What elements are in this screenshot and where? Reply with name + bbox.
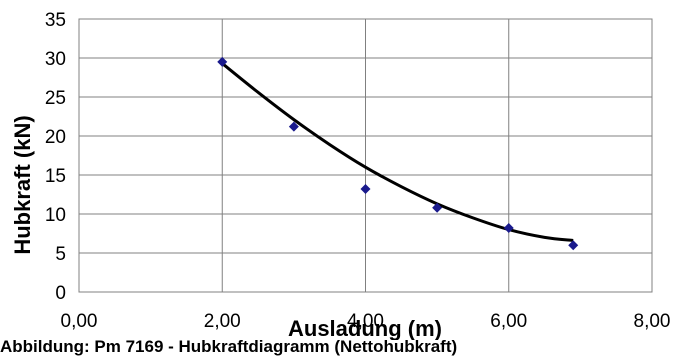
chart-svg: 0 5 10 15 20 25 30 35 0,00 2,00 4,00 6,00 8,00 Ausl… [10, 10, 671, 340]
data-point [288, 121, 299, 132]
y-tick-label: 0 [55, 283, 66, 304]
data-point [217, 56, 228, 67]
figure-caption: Abbildung: Pm 7169 - Hubkraftdiagramm (N… [0, 337, 458, 356]
x-tick-label: 2,00 [204, 311, 241, 332]
x-tick-label: 4,00 [347, 311, 384, 332]
trendline [221, 62, 574, 243]
y-axis-title: Hubkraft (kN) [10, 115, 35, 254]
y-axis-ticks: 0 5 10 15 20 25 30 35 [45, 10, 66, 304]
plot-area-border [78, 18, 653, 293]
y-tick-label: 20 [45, 127, 66, 148]
y-tick-label: 35 [45, 10, 66, 31]
x-tick-label: 0,00 [61, 311, 98, 332]
y-tick-label: 5 [55, 244, 66, 265]
grid-lines [78, 18, 653, 293]
x-tick-label: 6,00 [490, 311, 527, 332]
y-tick-label: 10 [45, 205, 66, 226]
y-tick-label: 30 [45, 49, 66, 70]
x-tick-label: 8,00 [634, 311, 671, 332]
y-tick-label: 15 [45, 166, 66, 187]
x-axis-title: Ausladung (m) [288, 316, 442, 340]
data-point [432, 202, 443, 213]
x-axis-ticks: 0,00 2,00 4,00 6,00 8,00 [61, 311, 671, 332]
data-point [503, 223, 514, 234]
data-point [568, 240, 579, 251]
data-point [360, 184, 371, 195]
data-points [217, 56, 579, 251]
y-tick-label: 25 [45, 88, 66, 109]
